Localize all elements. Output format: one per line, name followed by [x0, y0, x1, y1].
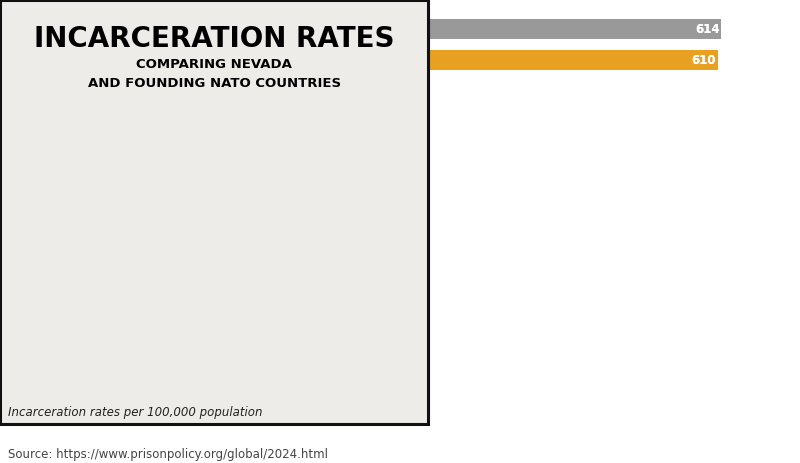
Bar [140, 204, 239, 224]
Bar [140, 235, 232, 255]
Text: 614: 614 [695, 23, 720, 36]
Text: 97: 97 [214, 238, 230, 251]
Bar [140, 19, 722, 39]
Bar [140, 173, 242, 194]
Text: 116: 116 [223, 115, 248, 128]
Text: 144: 144 [250, 84, 274, 97]
Text: 69: 69 [187, 300, 203, 313]
Bar [140, 143, 243, 163]
Bar [140, 9, 428, 419]
Text: 610: 610 [691, 54, 716, 67]
Bar [140, 266, 223, 286]
Text: 105: 105 [213, 207, 238, 221]
Text: 144: 144 [250, 84, 274, 97]
Text: 109: 109 [217, 146, 242, 159]
Text: 54: 54 [173, 362, 190, 375]
Bar [140, 327, 202, 347]
Text: Source: https://www.prisonpolicy.org/global/2024.html: Source: https://www.prisonpolicy.org/glo… [8, 448, 328, 461]
Bar [140, 296, 206, 317]
Text: 65: 65 [183, 331, 200, 344]
Text: 116: 116 [223, 115, 248, 128]
Text: 105: 105 [213, 207, 238, 221]
Text: COMPARING NEVADA
AND FOUNDING NATO COUNTRIES: COMPARING NEVADA AND FOUNDING NATO COUNT… [88, 58, 341, 90]
Text: 36: 36 [156, 393, 172, 406]
Text: 69: 69 [187, 300, 203, 313]
Text: 88: 88 [205, 269, 222, 282]
Bar [140, 50, 718, 70]
Text: 614: 614 [695, 23, 720, 36]
Bar [140, 358, 191, 378]
Text: 88: 88 [205, 269, 222, 282]
Text: 107: 107 [215, 177, 239, 190]
Text: 97: 97 [214, 238, 230, 251]
Bar [140, 81, 276, 101]
Text: 54: 54 [173, 362, 190, 375]
Text: INCARCERATION RATES: INCARCERATION RATES [34, 25, 394, 53]
Bar [140, 389, 174, 409]
Text: 610: 610 [691, 54, 716, 67]
Text: 36: 36 [156, 393, 172, 406]
Bar [140, 112, 250, 132]
Text: 65: 65 [183, 331, 200, 344]
Text: 109: 109 [217, 146, 242, 159]
Text: Incarceration rates per 100,000 population: Incarceration rates per 100,000 populati… [8, 407, 262, 419]
Text: 107: 107 [215, 177, 239, 190]
